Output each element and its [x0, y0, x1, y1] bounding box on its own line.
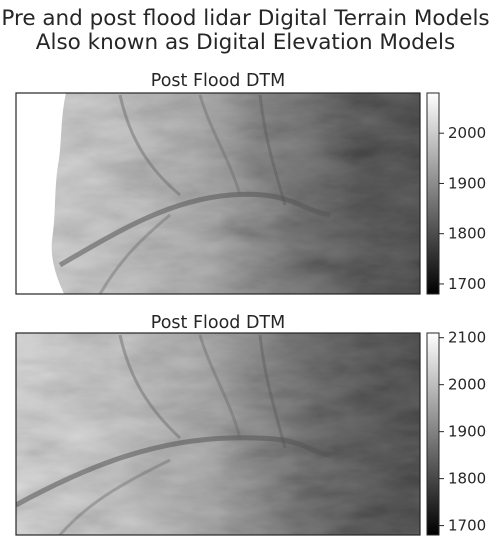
panel-2-colorbar — [426, 332, 440, 536]
panel-2-dtm-image — [16, 333, 420, 535]
panel-1-title: Post Flood DTM — [150, 71, 286, 91]
figure-title-line-2: Also known as Digital Elevation Models — [35, 30, 456, 55]
colorbar-2-tick-label: 1900 — [448, 423, 486, 441]
colorbar-1-tick-label: 1800 — [448, 225, 486, 243]
colorbar-1-tick-label: 1700 — [448, 275, 486, 293]
figure-title-line-1: Pre and post flood lidar Digital Terrain… — [1, 6, 490, 31]
panel-1-frame — [15, 92, 421, 295]
panel-2-title: Post Flood DTM — [150, 313, 286, 333]
colorbar-1-tick-label: 1900 — [448, 174, 486, 192]
colorbar-2-tick-label: 2000 — [448, 376, 486, 394]
colorbar-2-tick-label: 1800 — [448, 470, 486, 488]
panel-2-frame — [15, 332, 421, 536]
colorbar-2-tick-label: 2100 — [448, 329, 486, 347]
colorbar-1-tick-label: 2000 — [448, 124, 486, 142]
colorbar-2-tick-label: 1700 — [448, 517, 486, 535]
panel-1-colorbar — [426, 92, 440, 295]
panel-1-dtm-image — [16, 93, 420, 294]
